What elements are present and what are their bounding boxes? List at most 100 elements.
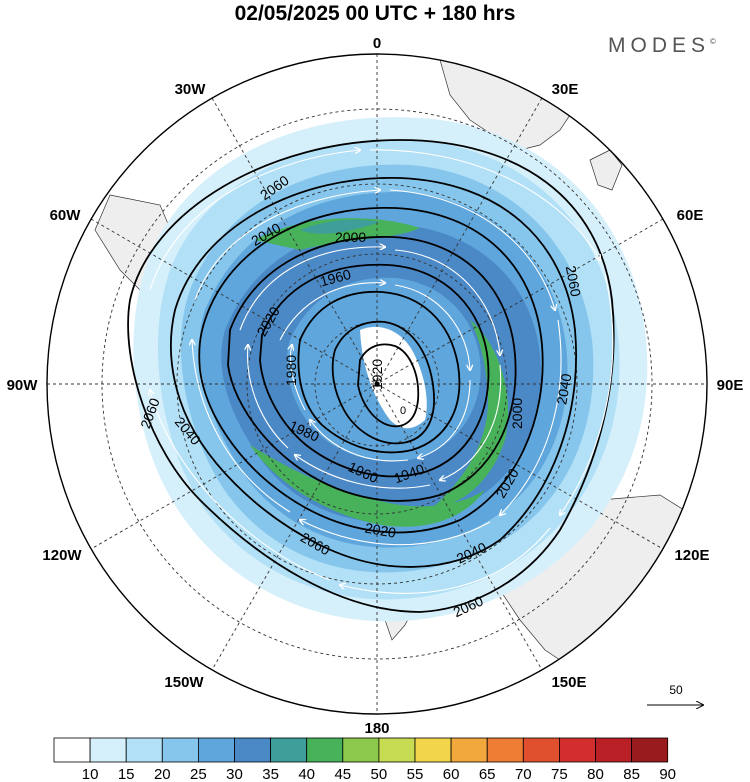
lon-label-180: 180 <box>364 720 389 737</box>
copyright-mark: © <box>710 37 716 46</box>
map-disk: 2060 2040 2020 2000 1980 1960 1940 1920 … <box>47 54 707 714</box>
colorbar-swatch <box>197 737 235 763</box>
colorbar-tick-label: 10 <box>82 766 99 782</box>
colorbar-swatch <box>414 737 452 763</box>
colorbar-tick-label: 60 <box>443 766 460 782</box>
contour-label: 2040 <box>553 372 574 406</box>
colorbar-tick-label: 30 <box>226 766 243 782</box>
lon-label-60w: 60W <box>50 207 82 224</box>
contour-1940 <box>331 320 435 445</box>
contour-1920 <box>357 343 420 428</box>
shade-jet-teal <box>300 219 380 234</box>
colorbar-swatch <box>234 737 271 763</box>
wind-arrow <box>279 283 385 341</box>
colorbar-tick-label: 85 <box>623 766 640 782</box>
colorbar-tick-label: 50 <box>371 766 388 782</box>
low-center-marker: 0 <box>400 405 406 417</box>
colorbar-swatch <box>595 737 632 763</box>
colorbar-swatch <box>559 737 596 763</box>
wind-arrow <box>248 345 289 449</box>
map-boundary <box>46 53 708 715</box>
lon-label-90w: 90W <box>7 377 39 394</box>
colorbar-swatch <box>53 737 91 763</box>
lon-label-60e: 60E <box>677 207 704 224</box>
wind-arrow <box>500 319 562 515</box>
colorbar-tick-label: 15 <box>118 766 135 782</box>
lon-label-120w: 120W <box>42 547 82 564</box>
contour-2020 <box>198 207 544 534</box>
wind-arrow <box>560 274 614 515</box>
height-contours <box>127 139 615 613</box>
wind-arrow <box>300 520 491 546</box>
wind-arrow <box>340 527 551 594</box>
wind-arrow <box>150 390 331 581</box>
colorbar-swatch <box>450 737 488 763</box>
colorbar-swatch <box>342 737 380 763</box>
colorbar-swatch <box>522 737 560 763</box>
colorbar-tick-label: 70 <box>515 766 532 782</box>
colorbar-swatch <box>161 737 199 763</box>
wind-arrow <box>149 150 360 291</box>
lon-label-120e: 120E <box>674 547 709 564</box>
colorbar-tick-label: 90 <box>659 766 676 782</box>
south-pole-dot <box>374 381 380 387</box>
lon-label-30e: 30E <box>552 81 579 98</box>
wind-arrow <box>389 189 555 310</box>
colorbar-swatch <box>89 737 127 763</box>
colorbar-swatch <box>306 737 344 763</box>
contour-2040 <box>169 177 577 568</box>
colorbar-tick-label: 40 <box>298 766 315 782</box>
contour-label: 1920 <box>369 359 385 390</box>
longitude-labels: 0 30W 30E 60W 60E 90W 90E 120W 120E 150W… <box>7 35 744 737</box>
colorbar-swatch <box>486 737 524 763</box>
contour-label: 1980 <box>283 355 299 386</box>
colorbar-tick-label: 20 <box>154 766 171 782</box>
shade-jet-green-southwest <box>250 445 485 527</box>
wind-arrow <box>440 364 502 480</box>
colorbar-tick-label: 45 <box>334 766 351 782</box>
wind-arrow <box>394 249 500 355</box>
contour-label: 2020 <box>364 520 398 541</box>
contour-2060 <box>127 139 615 613</box>
wind-arrow <box>310 420 409 462</box>
contour-label: 2000 <box>509 398 525 429</box>
lon-label-90e: 90E <box>717 377 744 394</box>
wind-arrow <box>418 379 471 458</box>
reference-vector-label: 50 <box>669 683 683 697</box>
brand-name: MODES <box>608 34 711 57</box>
contour-label: 1960 <box>318 266 352 290</box>
colorbar-tick-label: 35 <box>262 766 279 782</box>
wind-arrow <box>291 345 306 411</box>
colorbar-swatch <box>125 737 163 763</box>
colorbar-tick-label: 25 <box>190 766 207 782</box>
contour-1980 <box>259 263 490 478</box>
wind-vectors <box>149 149 614 594</box>
lon-label-0: 0 <box>373 35 381 52</box>
wind-arrow <box>394 284 470 370</box>
colorbar: 10 15 20 25 30 35 40 45 50 55 60 65 70 75 80 85 90 <box>53 737 676 782</box>
reference-vector: 50 <box>647 683 703 705</box>
contour-1960 <box>297 290 461 454</box>
contour-label: 2000 <box>335 229 366 245</box>
brand-logo: MODES© <box>608 34 716 58</box>
wind-arrow <box>369 149 600 260</box>
lon-label-150e: 150E <box>551 674 586 691</box>
colorbar-tick-label: 80 <box>587 766 604 782</box>
lon-label-30w: 30W <box>175 81 207 98</box>
colorbar-swatch <box>631 737 669 763</box>
map-title: 02/05/2025 00 UTC + 180 hrs <box>234 2 516 25</box>
colorbar-swatch <box>378 737 416 763</box>
wind-arrow <box>194 190 380 301</box>
colorbar-tick-label: 55 <box>407 766 424 782</box>
colorbar-tick-label: 75 <box>551 766 568 782</box>
wind-arrow <box>192 340 291 513</box>
wind-arrow <box>239 247 385 331</box>
colorbar-tick-label: 65 <box>479 766 496 782</box>
wind-arrow <box>295 455 431 489</box>
land-madagascar <box>589 149 623 191</box>
contour-label: 2060 <box>563 264 584 298</box>
wind-speed-shading <box>133 117 648 622</box>
contour-2000 <box>227 236 517 502</box>
colorbar-swatch <box>270 737 308 763</box>
